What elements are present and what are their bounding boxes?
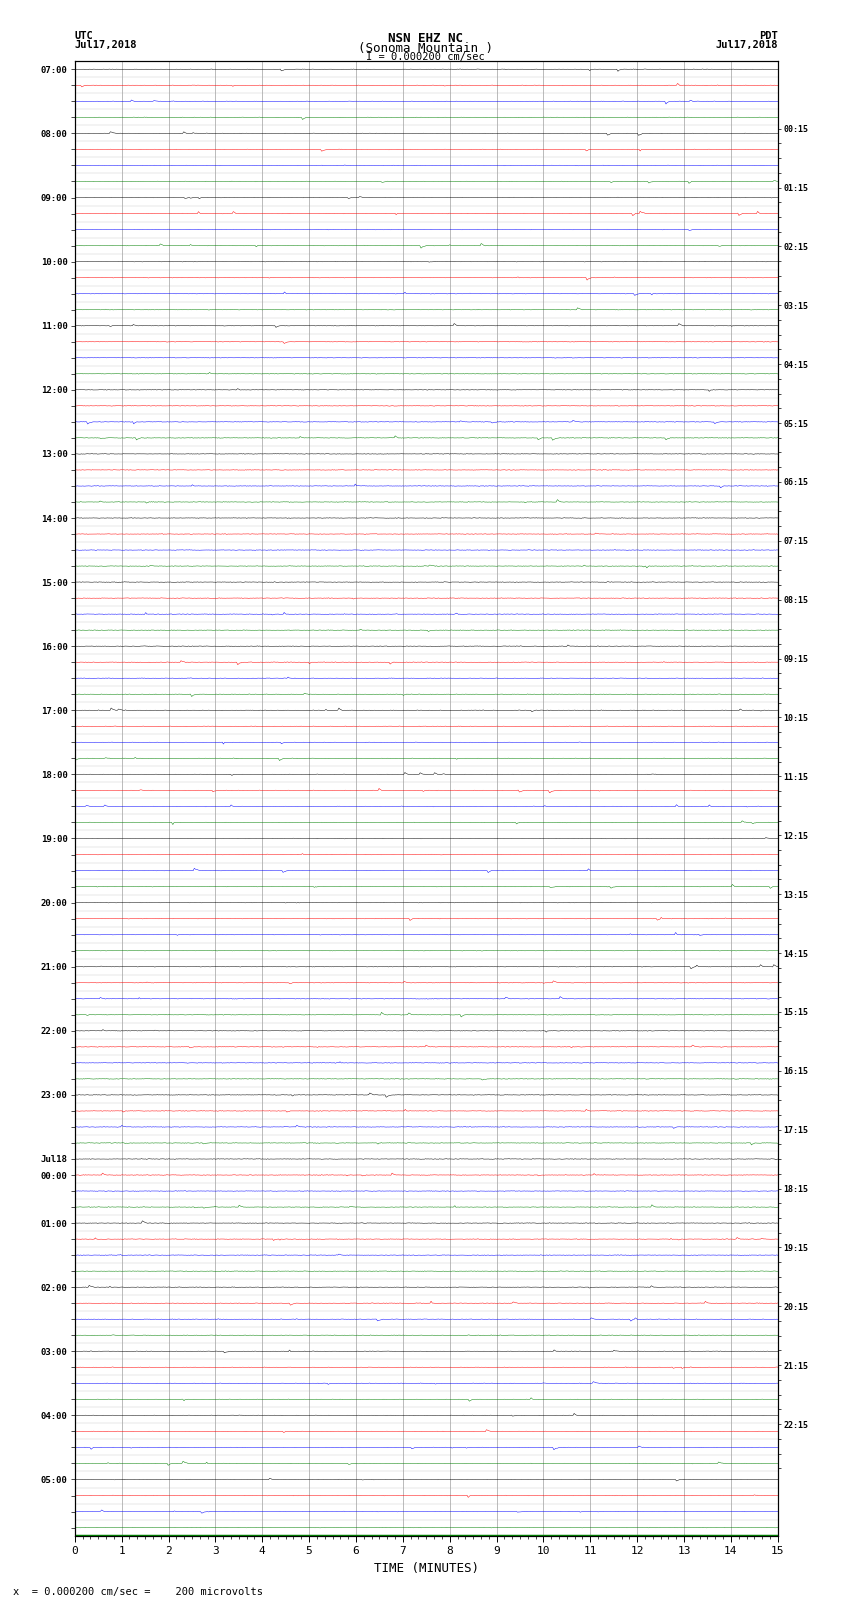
X-axis label: TIME (MINUTES): TIME (MINUTES)	[374, 1561, 479, 1574]
Text: NSN EHZ NC: NSN EHZ NC	[388, 32, 462, 45]
Text: x  = 0.000200 cm/sec =    200 microvolts: x = 0.000200 cm/sec = 200 microvolts	[13, 1587, 263, 1597]
Text: Jul17,2018: Jul17,2018	[715, 40, 778, 50]
Text: (Sonoma Mountain ): (Sonoma Mountain )	[358, 42, 492, 55]
Text: Jul17,2018: Jul17,2018	[75, 40, 138, 50]
Text: I = 0.000200 cm/sec: I = 0.000200 cm/sec	[366, 52, 484, 61]
Text: PDT: PDT	[759, 31, 778, 40]
Text: UTC: UTC	[75, 31, 94, 40]
